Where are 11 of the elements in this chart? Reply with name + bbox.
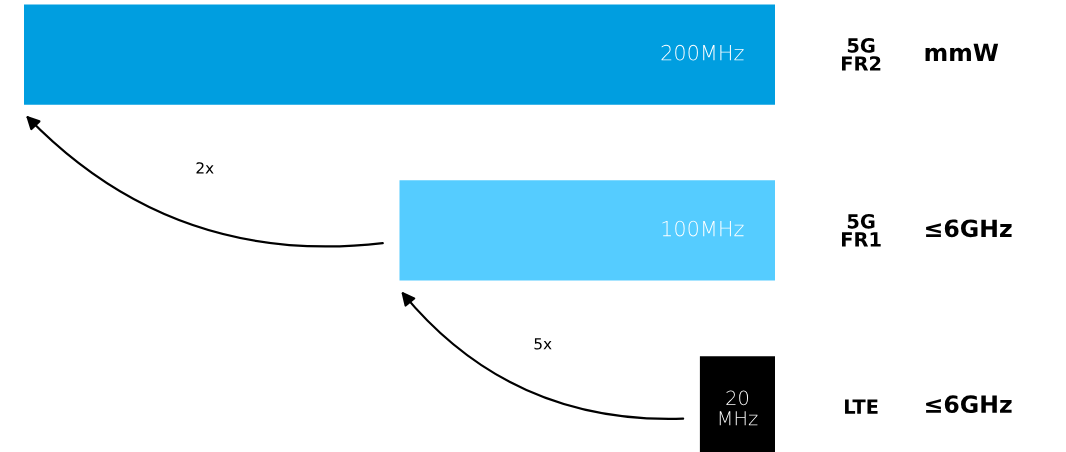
data-label: 100MHz <box>662 220 744 237</box>
text: mmW <box>925 43 999 62</box>
annotation: 5x <box>534 338 552 350</box>
y-tick-label: LTE <box>845 399 878 414</box>
annotation: 2x <box>196 162 214 174</box>
data-label: 20 MHz <box>719 390 758 426</box>
data-label: 200MHz <box>661 44 744 61</box>
text: ≤6GHz <box>926 395 1012 414</box>
y-tick-label: 5G FR1 <box>842 213 881 247</box>
text: ≤6GHz <box>926 219 1012 238</box>
y-tick-label: 5G FR2 <box>842 38 881 71</box>
